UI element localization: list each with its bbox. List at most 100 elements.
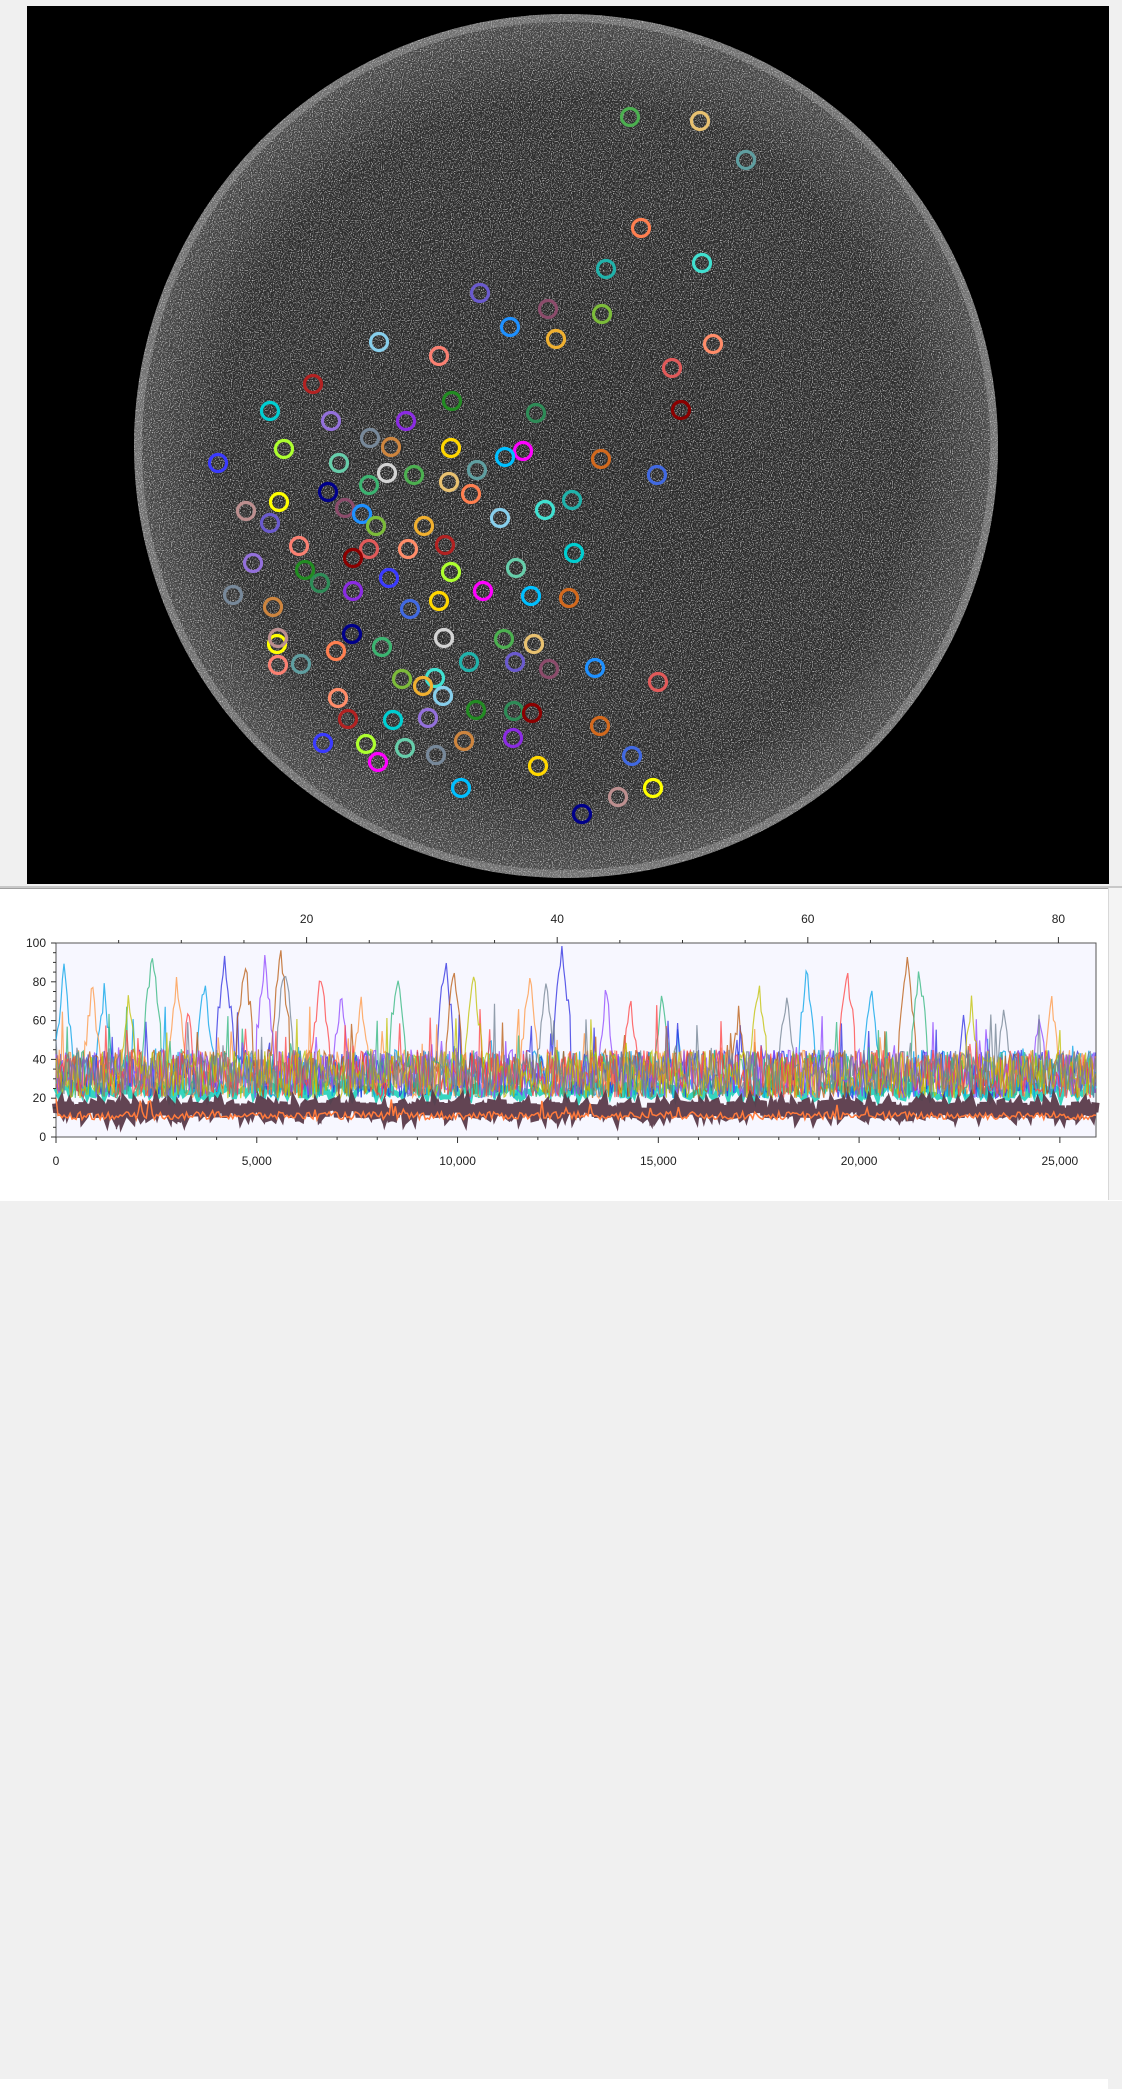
roi-circle[interactable] — [359, 427, 381, 449]
roi-circle[interactable] — [273, 438, 295, 460]
roi-circle[interactable] — [630, 217, 652, 239]
roi-circle[interactable] — [523, 633, 545, 655]
roi-circle[interactable] — [325, 640, 347, 662]
roi-circle[interactable] — [661, 357, 683, 379]
roi-circle[interactable] — [642, 777, 664, 799]
roi-circle[interactable] — [591, 303, 613, 325]
roi-circle[interactable] — [309, 572, 331, 594]
roi-circle[interactable] — [735, 149, 757, 171]
roi-circle[interactable] — [358, 538, 380, 560]
roi-circle[interactable] — [527, 755, 549, 777]
roi-circle[interactable] — [341, 623, 363, 645]
roi-circle[interactable] — [382, 709, 404, 731]
roi-circle[interactable] — [378, 567, 400, 589]
roi-circle[interactable] — [399, 598, 421, 620]
roi-circle[interactable] — [499, 316, 521, 338]
roi-circle[interactable] — [489, 507, 511, 529]
roi-circle[interactable] — [619, 106, 641, 128]
roi-circle[interactable] — [397, 538, 419, 560]
roi-circle[interactable] — [432, 685, 454, 707]
roi-circle[interactable] — [207, 452, 229, 474]
roi-circle[interactable] — [242, 552, 264, 574]
roi-circle[interactable] — [290, 653, 312, 675]
roi-circle[interactable] — [450, 777, 472, 799]
roi-circle[interactable] — [584, 657, 606, 679]
roi-circle[interactable] — [294, 559, 316, 581]
roi-circle[interactable] — [558, 587, 580, 609]
roi-circle[interactable] — [259, 400, 281, 422]
roi-circle[interactable] — [268, 491, 290, 513]
roi-circle[interactable] — [413, 515, 435, 537]
roi-circle[interactable] — [267, 654, 289, 676]
roi-circle[interactable] — [545, 328, 567, 350]
roi-circle[interactable] — [320, 410, 342, 432]
roi-circle[interactable] — [262, 596, 284, 618]
roi-circle[interactable] — [621, 745, 643, 767]
roi-circle[interactable] — [368, 331, 390, 353]
roi-circle[interactable] — [391, 668, 413, 690]
roi-circle[interactable] — [259, 512, 281, 534]
roi-circle[interactable] — [235, 500, 257, 522]
roi-circle[interactable] — [342, 547, 364, 569]
roi-circle[interactable] — [337, 708, 359, 730]
roi-circle[interactable] — [571, 803, 593, 825]
roi-circle[interactable] — [493, 628, 515, 650]
vertical-scrollbar[interactable] — [1108, 888, 1122, 1200]
roi-circle[interactable] — [351, 503, 373, 525]
roi-circle[interactable] — [460, 483, 482, 505]
roi-circle[interactable] — [472, 580, 494, 602]
roi-circle[interactable] — [394, 737, 416, 759]
roi-circle[interactable] — [494, 446, 516, 468]
roi-circle[interactable] — [395, 410, 417, 432]
roi-circle[interactable] — [317, 481, 339, 503]
roi-circle[interactable] — [428, 345, 450, 367]
roi-circle[interactable] — [365, 515, 387, 537]
roi-circle[interactable] — [538, 658, 560, 680]
roi-circle[interactable] — [534, 499, 556, 521]
roi-circle[interactable] — [312, 732, 334, 754]
roi-circle[interactable] — [417, 707, 439, 729]
roi-circle[interactable] — [371, 636, 393, 658]
roi-circle[interactable] — [521, 702, 543, 724]
roi-circle[interactable] — [563, 542, 585, 564]
roi-circle[interactable] — [425, 744, 447, 766]
roi-circle[interactable] — [512, 440, 534, 462]
roi-circle[interactable] — [465, 699, 487, 721]
roi-circle[interactable] — [520, 585, 542, 607]
roi-circle[interactable] — [438, 471, 460, 493]
roi-circle[interactable] — [403, 464, 425, 486]
roi-circle[interactable] — [358, 474, 380, 496]
roi-circle[interactable] — [327, 687, 349, 709]
roi-circle[interactable] — [458, 651, 480, 673]
roi-circle[interactable] — [440, 561, 462, 583]
roi-circle[interactable] — [561, 489, 583, 511]
roi-circle[interactable] — [670, 399, 692, 421]
roi-circle[interactable] — [691, 252, 713, 274]
roi-circle[interactable] — [334, 497, 356, 519]
roi-circle[interactable] — [646, 464, 668, 486]
roi-circle[interactable] — [302, 373, 324, 395]
roi-circle[interactable] — [376, 462, 398, 484]
roi-circle[interactable] — [595, 258, 617, 280]
roi-circle[interactable] — [412, 675, 434, 697]
roi-circle[interactable] — [367, 751, 389, 773]
roi-circle[interactable] — [502, 727, 524, 749]
roi-circle[interactable] — [355, 733, 377, 755]
roi-circle[interactable] — [590, 448, 612, 470]
roi-circle[interactable] — [440, 437, 462, 459]
roi-circle[interactable] — [342, 580, 364, 602]
roi-circle[interactable] — [267, 627, 289, 649]
roi-circle[interactable] — [288, 535, 310, 557]
roi-circle[interactable] — [380, 436, 402, 458]
roi-circle[interactable] — [453, 730, 475, 752]
roi-circle[interactable] — [647, 671, 669, 693]
roi-circle[interactable] — [589, 715, 611, 737]
panel-splitter[interactable] — [0, 886, 1122, 888]
roi-circle[interactable] — [222, 584, 244, 606]
roi-circle[interactable] — [689, 110, 711, 132]
roi-circle[interactable] — [466, 459, 488, 481]
roi-circle[interactable] — [537, 298, 559, 320]
roi-circle[interactable] — [505, 557, 527, 579]
roi-circle[interactable] — [607, 786, 629, 808]
roi-circle[interactable] — [702, 333, 724, 355]
